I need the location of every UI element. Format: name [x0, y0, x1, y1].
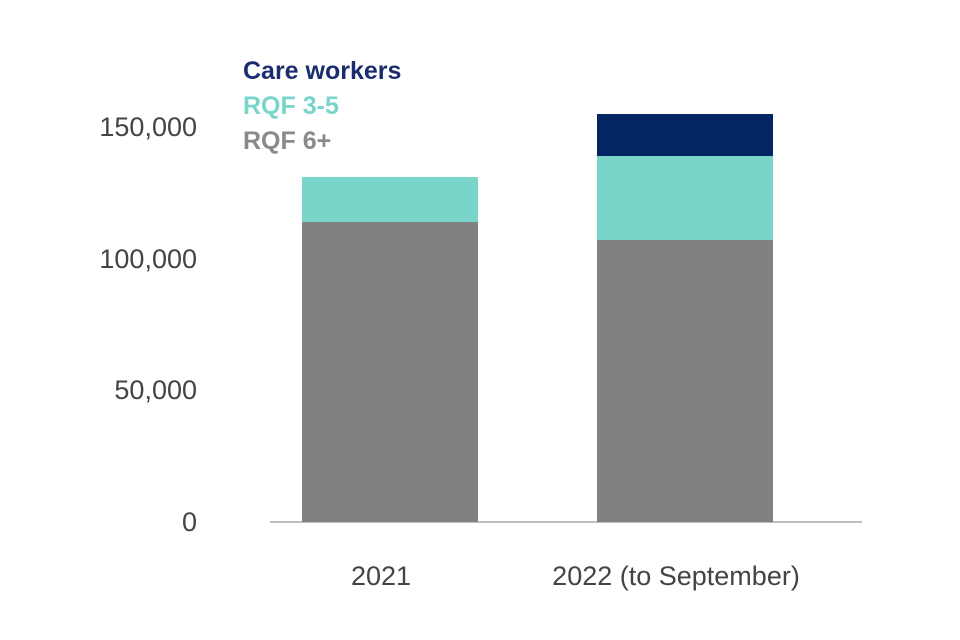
y-axis-tick-label: 100,000 — [99, 243, 197, 274]
legend-item-rqf-3-5: RQF 3-5 — [243, 92, 339, 120]
chart-legend: Care workers RQF 3-5 RQF 6+ — [243, 54, 401, 159]
x-axis-category-label: 2021 — [350, 561, 412, 591]
bar-segment-rqf-3-5 — [597, 155, 773, 241]
bar-segment-rqf-6- — [302, 221, 478, 522]
x-axis-line — [270, 521, 862, 523]
y-axis-tick-label: 150,000 — [99, 112, 197, 142]
x-axis-category-label: 2022 (to September) — [552, 561, 800, 591]
y-axis-tick-label: 50,000 — [114, 375, 197, 406]
y-axis-tick-label: 0 — [181, 507, 197, 537]
bar-segment-rqf-6- — [597, 240, 773, 522]
legend-item-rqf-6plus: RQF 6+ — [243, 127, 332, 155]
bar-segment-rqf-3-5 — [302, 177, 478, 222]
legend-item-care-workers: Care workers — [243, 57, 402, 85]
bar-segment-care-workers — [597, 113, 773, 156]
